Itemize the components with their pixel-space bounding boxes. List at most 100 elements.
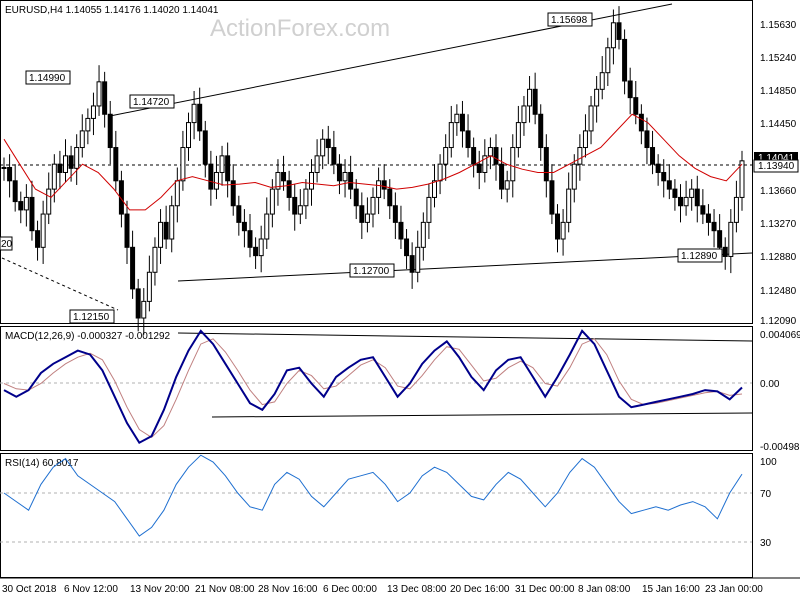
rsi-tick-label: 30: [760, 538, 772, 549]
annotation-label: 1.15698: [551, 15, 588, 26]
candle-body: [331, 147, 337, 165]
candle-body: [353, 188, 359, 207]
candle-body: [560, 221, 566, 240]
candle-body: [376, 180, 382, 198]
lower-trendline: [177, 252, 753, 282]
candle-body: [359, 205, 365, 223]
candle-body: [118, 180, 124, 215]
candle-body: [404, 238, 410, 257]
candle-body: [717, 230, 723, 248]
price-tick-label: 1.12480: [760, 286, 797, 297]
candle-body: [141, 300, 147, 319]
candle-body: [253, 246, 259, 257]
candle-body: [426, 196, 432, 223]
candle-body: [7, 166, 13, 182]
candle-body: [666, 180, 672, 190]
time-tick-label: 30 Oct 2018: [2, 584, 57, 595]
candle-body: [728, 221, 734, 257]
candle-body: [124, 213, 130, 248]
candle-body: [599, 72, 605, 90]
candle-body: [420, 221, 426, 248]
level-price-box: [753, 159, 799, 173]
candle-body: [733, 196, 739, 223]
time-axis: 30 Oct 2018 6 Nov 12:00 13 Nov 20:00 21 …: [2, 584, 763, 595]
candle-body: [678, 196, 683, 207]
candle-body: [130, 246, 136, 290]
time-tick-label: 28 Nov 16:00: [258, 584, 318, 595]
candle-body: [18, 201, 24, 211]
candle-body: [113, 147, 119, 182]
candle-body: [504, 180, 510, 190]
annotation-box: [547, 12, 593, 27]
candle-body: [57, 163, 63, 173]
candle-body: [197, 103, 203, 132]
rsi-line: [3, 454, 743, 537]
candle-body: [493, 147, 499, 165]
annotation-box: [349, 263, 395, 278]
candle-body: [610, 22, 616, 49]
time-tick-label: 15 Jan 16:00: [642, 584, 700, 595]
candle-body: [23, 196, 29, 211]
time-tick-label: 6 Dec 00:00: [323, 584, 377, 595]
candle-body: [510, 147, 516, 182]
candle-body: [387, 188, 393, 207]
candle-body: [63, 155, 68, 173]
annotation-label: 1.12700: [353, 266, 390, 277]
candle-body: [336, 163, 342, 182]
candle-body: [471, 147, 477, 165]
candle-body: [722, 246, 728, 257]
candle-body: [79, 130, 85, 149]
candle-body: [571, 163, 577, 190]
candle-body: [432, 180, 437, 198]
price-panel-title: EURUSD,H4 1.14055 1.14176 1.14020 1.1404…: [5, 5, 219, 16]
candle-body: [258, 238, 264, 257]
macd-tick-label: 0.00: [760, 379, 780, 390]
candle-body: [605, 47, 611, 74]
annotation-label: 20: [1, 239, 13, 250]
candle-body: [292, 196, 298, 215]
candle-body: [655, 163, 661, 173]
candle-body: [364, 213, 370, 223]
time-tick-label: 23 Jan 00:00: [705, 584, 763, 595]
candle-body: [225, 155, 231, 182]
time-tick-label: 20 Dec 16:00: [450, 584, 510, 595]
candle-body: [381, 180, 387, 190]
candle-body: [482, 155, 488, 173]
candle-body: [700, 205, 706, 215]
price-tick-label: 1.14450: [760, 119, 797, 130]
candle-body: [348, 171, 354, 190]
candle-body: [303, 188, 309, 207]
candle-body: [588, 105, 594, 132]
candle-body: [644, 130, 650, 149]
candle-body: [527, 88, 533, 107]
candle-body: [582, 130, 588, 149]
candle-body: [152, 246, 158, 273]
candle-body: [543, 147, 549, 182]
time-tick-label: 31 Dec 00:00: [515, 584, 575, 595]
rsi-panel-frame: [0, 453, 753, 578]
candle-body: [465, 130, 471, 149]
candle-body: [269, 188, 275, 215]
time-tick-label: 6 Nov 12:00: [64, 584, 118, 595]
candle-body: [1, 166, 7, 169]
time-tick-label: 13 Nov 20:00: [130, 584, 190, 595]
price-tick-label: 1.14850: [760, 86, 797, 97]
price-candles: [1, 6, 745, 335]
macd-panel-frame: [0, 326, 753, 451]
rsi-tick-label: 100: [760, 457, 777, 468]
candle-body: [325, 138, 331, 149]
candle-body: [555, 213, 560, 240]
candle-body: [705, 213, 711, 223]
candle-body: [532, 88, 538, 115]
candle-body: [437, 163, 443, 182]
price-tick-label: 1.15240: [760, 53, 797, 64]
annotation-box: [0, 236, 13, 251]
candle-body: [174, 180, 180, 207]
candle-body: [627, 80, 633, 99]
price-tick-label: 1.15630: [760, 20, 797, 31]
candle-body: [12, 180, 18, 203]
candle-body: [499, 163, 505, 190]
candle-body: [538, 113, 544, 149]
